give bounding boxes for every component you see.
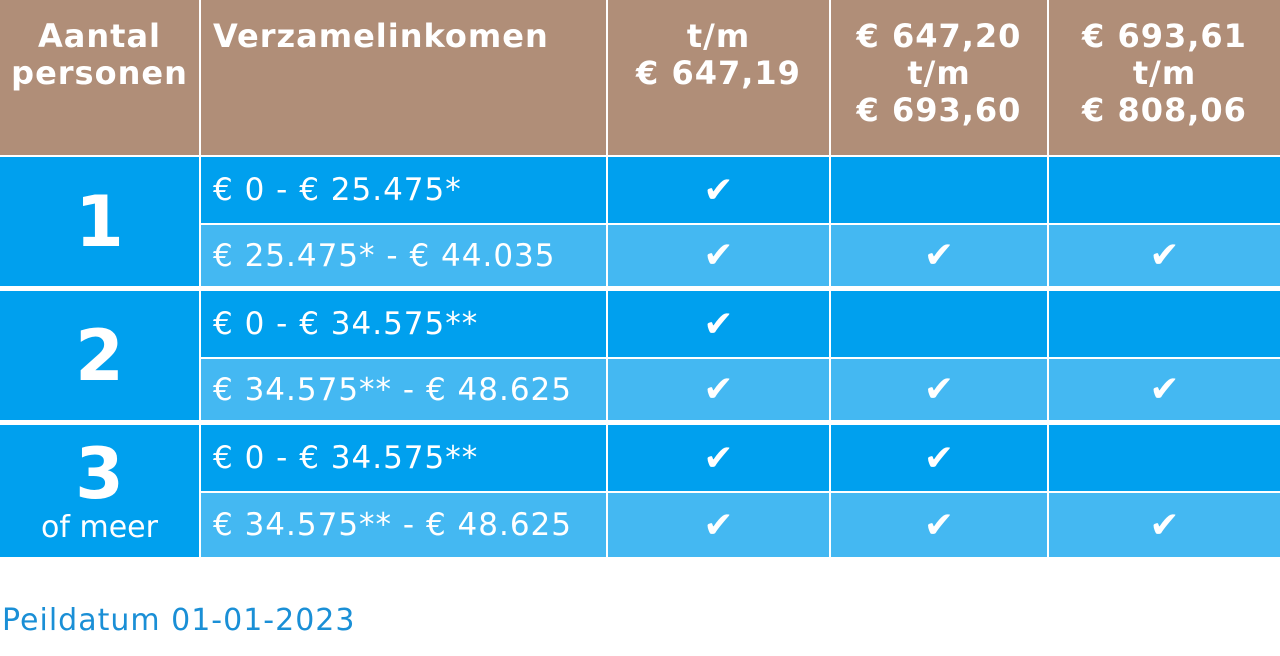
header-rent-band-1-line-1: t/m	[686, 17, 751, 55]
income-range: € 0 - € 25.475*	[201, 157, 608, 225]
reference-date: Peildatum 01-01-2023	[2, 603, 356, 638]
header-income-label: Verzamelinkomen	[213, 17, 549, 55]
check-mark-icon: ✔	[1049, 225, 1280, 291]
check-mark-icon: ✔	[1049, 493, 1280, 559]
header-income: Verzamelinkomen	[201, 0, 608, 157]
header-persons: Aantal personen	[0, 0, 201, 157]
header-persons-line-2: personen	[11, 53, 188, 92]
check-mark-icon: ✔	[831, 425, 1049, 493]
check-mark-icon: ✔	[831, 225, 1049, 291]
empty-check-cell	[831, 291, 1049, 359]
persons-count: 3	[75, 433, 124, 515]
check-mark-icon: ✔	[831, 493, 1049, 559]
header-rent-band-2-line-3: € 693,60	[856, 90, 1022, 129]
income-range: € 34.575** - € 48.625	[201, 493, 608, 559]
header-rent-band-2-line-2: t/m	[907, 53, 971, 92]
header-persons-line-1: Aantal	[38, 17, 161, 55]
header-rent-band-3-line-2: t/m	[1132, 53, 1197, 92]
header-rent-band-2-line-1: € 647,20	[856, 17, 1022, 55]
empty-check-cell	[1049, 157, 1280, 225]
empty-check-cell	[1049, 425, 1280, 493]
check-mark-icon: ✔	[608, 225, 831, 291]
header-rent-band-3-line-1: € 693,61	[1082, 17, 1247, 55]
income-range: € 0 - € 34.575**	[201, 291, 608, 359]
rent-allowance-table: Aantal personen Verzamelinkomen t/m € 64…	[0, 0, 1280, 559]
check-mark-icon: ✔	[608, 425, 831, 493]
persons-subtitle: of meer	[41, 510, 158, 545]
check-mark-icon: ✔	[1049, 359, 1280, 425]
header-rent-band-1: t/m € 647,19	[608, 0, 831, 157]
check-mark-icon: ✔	[608, 157, 831, 225]
check-mark-icon: ✔	[831, 359, 1049, 425]
check-mark-icon: ✔	[608, 359, 831, 425]
persons-group-1: 1	[0, 157, 201, 291]
persons-group-2: 2	[0, 291, 201, 425]
empty-check-cell	[831, 157, 1049, 225]
persons-count: 2	[75, 314, 124, 397]
income-range: € 34.575** - € 48.625	[201, 359, 608, 425]
persons-group-3: 3 of meer	[0, 425, 201, 559]
income-range: € 25.475* - € 44.035	[201, 225, 608, 291]
empty-check-cell	[1049, 291, 1280, 359]
header-rent-band-3: € 693,61 t/m € 808,06	[1049, 0, 1280, 157]
header-rent-band-2: € 647,20 t/m € 693,60	[831, 0, 1049, 157]
header-rent-band-3-line-3: € 808,06	[1082, 90, 1247, 129]
income-range: € 0 - € 34.575**	[201, 425, 608, 493]
persons-count: 1	[75, 180, 124, 263]
header-rent-band-1-line-2: € 647,19	[636, 53, 801, 92]
check-mark-icon: ✔	[608, 291, 831, 359]
check-mark-icon: ✔	[608, 493, 831, 559]
